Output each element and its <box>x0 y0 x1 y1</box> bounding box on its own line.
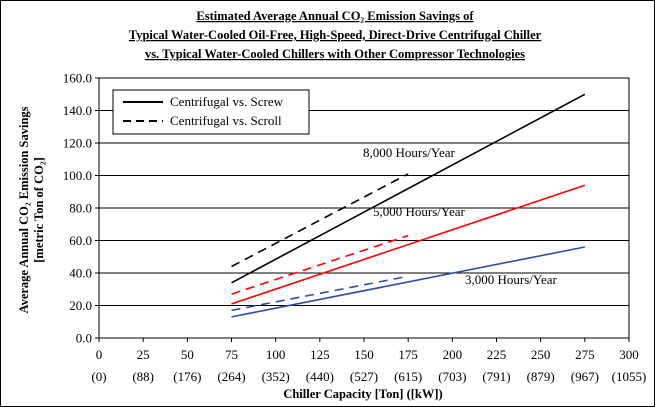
x-tick-label: 125 <box>310 347 330 362</box>
series-line-5000-hours-vs-scroll <box>231 234 409 295</box>
x-tick-label-kw: (879) <box>527 369 555 384</box>
x-tick-label: 75 <box>225 347 238 362</box>
y-axis-ticks: 0.0 20.0 40.0 60.0 80.0 100.0 120.0 140.0 160.0 <box>63 71 99 346</box>
x-tick-label-kw: (176) <box>173 369 201 384</box>
y-tick-label: 100.0 <box>63 168 92 183</box>
annotation-8000-hours: 8,000 Hours/Year <box>363 145 456 160</box>
y-tick-label: 120.0 <box>63 136 92 151</box>
chart-title-line-1: Estimated Average Annual CO₂ Emission Sa… <box>196 9 474 23</box>
y-axis-label-line-1: Average Annual CO₂ Emission Savings <box>17 106 31 313</box>
chart-title-line-2: Typical Water-Cooled Oil-Free, High-Spee… <box>129 28 542 42</box>
series-line-8000-hours-vs-scroll <box>231 173 409 268</box>
x-tick-label: 0 <box>96 347 103 362</box>
x-tick-label-kw: (527) <box>350 369 378 384</box>
x-tick-label-kw: (88) <box>132 369 154 384</box>
series-line-8000-hours-vs-screw <box>231 93 586 284</box>
x-tick-label-kw: (0) <box>91 369 106 384</box>
x-tick-label: 100 <box>266 347 286 362</box>
x-axis-label: Chiller Capacity [Ton] ([kW]) <box>283 387 442 401</box>
y-tick-label: 60.0 <box>69 233 92 248</box>
x-axis-ticks: 0 (0) 25 (88) 50 (176) 75 (264) 100 (352) 125 (440)… <box>91 338 646 384</box>
y-axis-label: Average Annual CO₂ Emission Savings [met… <box>17 106 46 313</box>
legend-label-screw: Centrifugal vs. Screw <box>170 94 284 109</box>
series-line-3000-hours-vs-screw <box>231 246 585 318</box>
x-tick-label-kw: (440) <box>306 369 334 384</box>
chart-title-line-3: vs. Typical Water-Cooled Chillers with O… <box>145 47 525 61</box>
y-axis-label-line-2: [metric Ton of CO₂] <box>32 157 46 262</box>
x-tick-label: 250 <box>531 347 551 362</box>
legend: Centrifugal vs. Screw Centrifugal vs. Sc… <box>112 89 310 135</box>
legend-box <box>112 89 310 135</box>
x-tick-label: 25 <box>137 347 150 362</box>
x-tick-label-kw: (967) <box>571 369 599 384</box>
annotation-5000-hours: 5,000 Hours/Year <box>373 204 466 219</box>
x-tick-label: 300 <box>619 347 639 362</box>
series-lines <box>231 93 586 318</box>
x-tick-label-kw: (352) <box>262 369 290 384</box>
x-tick-label-kw: (1055) <box>612 369 647 384</box>
x-tick-label: 150 <box>354 347 374 362</box>
series-line-5000-hours-vs-screw <box>231 184 586 305</box>
y-tick-label: 160.0 <box>63 71 92 86</box>
y-tick-label: 0.0 <box>76 331 92 346</box>
x-tick-label-kw: (791) <box>482 369 510 384</box>
x-tick-label-kw: (264) <box>217 369 245 384</box>
y-tick-label: 20.0 <box>69 298 92 313</box>
x-tick-label: 50 <box>181 347 194 362</box>
x-tick-label: 275 <box>575 347 595 362</box>
annotation-3000-hours: 3,000 Hours/Year <box>465 272 558 287</box>
y-tick-label: 40.0 <box>69 266 92 281</box>
x-tick-label: 225 <box>487 347 507 362</box>
x-tick-label: 175 <box>398 347 418 362</box>
x-tick-label-kw: (615) <box>394 369 422 384</box>
x-tick-label-kw: (703) <box>438 369 466 384</box>
y-tick-label: 80.0 <box>69 201 92 216</box>
legend-label-scroll: Centrifugal vs. Scroll <box>170 113 282 128</box>
x-tick-label: 200 <box>443 347 463 362</box>
y-tick-label: 140.0 <box>63 103 92 118</box>
